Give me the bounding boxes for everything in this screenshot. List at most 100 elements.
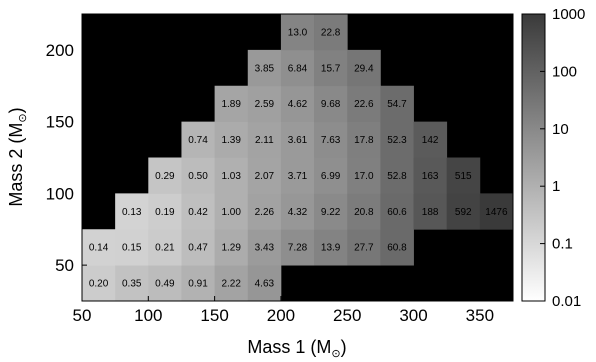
heatmap-cell bbox=[82, 265, 116, 302]
heatmap-cell bbox=[314, 49, 348, 87]
heatmap-cell-label: 142 bbox=[422, 135, 439, 146]
heatmap-cell bbox=[247, 193, 282, 230]
heatmap-cell-label: 0.15 bbox=[122, 243, 142, 254]
heatmap-cell bbox=[380, 121, 414, 158]
heatmap-cell bbox=[247, 121, 282, 158]
heatmap-cell-label: 592 bbox=[455, 207, 472, 218]
heatmap-cell-label: 27.7 bbox=[354, 243, 374, 254]
heatmap-cell-label: 1476 bbox=[485, 207, 508, 218]
heatmap-cell-label: 15.7 bbox=[321, 63, 341, 74]
heatmap-cell bbox=[148, 229, 182, 266]
colorbar-ticks: 1000 100 10 1 0.1 0.01 bbox=[540, 6, 585, 310]
heatmap-cell-label: 29.4 bbox=[354, 63, 374, 74]
heatmap-cell bbox=[347, 157, 381, 194]
colorbar-tick-label: 100 bbox=[552, 63, 577, 80]
heatmap-cell bbox=[380, 193, 414, 230]
heatmap-cell bbox=[314, 229, 348, 266]
heatmap-cell-label: 163 bbox=[422, 171, 439, 182]
heatmap-cell-label: 52.3 bbox=[387, 135, 407, 146]
heatmap-cell-label: 0.50 bbox=[188, 171, 208, 182]
heatmap-cell bbox=[115, 229, 149, 266]
heatmap-cell-label: 52.8 bbox=[387, 171, 407, 182]
heatmap-cell-label: 0.21 bbox=[155, 243, 175, 254]
heatmap-cell bbox=[413, 193, 448, 230]
heatmap-cell bbox=[347, 121, 381, 158]
heatmap-cell bbox=[214, 121, 249, 158]
heatmap-cell bbox=[280, 14, 315, 51]
heatmap-cell-label: 1.00 bbox=[221, 207, 241, 218]
heatmap-cell bbox=[380, 157, 414, 194]
heatmap-cell-label: 2.07 bbox=[255, 171, 275, 182]
heatmap-cell bbox=[148, 157, 182, 194]
heatmap-cell bbox=[314, 14, 348, 51]
heatmap-cell bbox=[446, 157, 481, 194]
heatmap-cell bbox=[347, 193, 381, 230]
heatmap-cell-label: 2.26 bbox=[255, 207, 275, 218]
heatmap-cell bbox=[347, 85, 381, 123]
heatmap-cell bbox=[148, 193, 182, 230]
heatmap-cell-label: 1.29 bbox=[221, 243, 241, 254]
y-tick-label: 200 bbox=[46, 41, 74, 60]
x-tick-label: 300 bbox=[399, 306, 427, 325]
heatmap-cell-label: 0.13 bbox=[122, 207, 142, 218]
heatmap-cell-labels: 0.20 0.35 0.49 0.91 2.22 4.63 0.14 0.15 0.21 0.47… bbox=[89, 27, 508, 289]
y-axis-ticks: 50 100 150 200 bbox=[46, 41, 87, 275]
colorbar-tick-label: 0.1 bbox=[552, 236, 573, 253]
heatmap-cell-label: 4.63 bbox=[255, 279, 275, 290]
heatmap-cell-label: 13.0 bbox=[288, 27, 308, 38]
heatmap-cell bbox=[214, 157, 249, 194]
heatmap-cell bbox=[181, 229, 216, 266]
heatmap-cell bbox=[314, 157, 348, 194]
y-axis-label: Mass 2 (M⊙) bbox=[6, 107, 29, 206]
heatmap-cell-label: 17.8 bbox=[354, 135, 374, 146]
heatmap-cell bbox=[148, 265, 182, 302]
heatmap-cell-label: 3.71 bbox=[288, 171, 308, 182]
heatmap-cell-label: 13.9 bbox=[321, 243, 341, 254]
heatmap-cell-label: 0.47 bbox=[188, 243, 208, 254]
heatmap-cell-label: 0.35 bbox=[122, 279, 142, 290]
heatmap-cell-label: 2.22 bbox=[221, 279, 241, 290]
heatmap-cell bbox=[280, 49, 315, 87]
heatmap-cell-label: 1.89 bbox=[221, 99, 241, 110]
heatmap-cell bbox=[115, 265, 149, 302]
heatmap-cell bbox=[181, 157, 216, 194]
heatmap-cell-label: 3.61 bbox=[288, 135, 308, 146]
heatmap-cell bbox=[347, 49, 381, 87]
heatmap-cell-label: 0.19 bbox=[155, 207, 175, 218]
x-tick-label: 200 bbox=[267, 306, 295, 325]
heatmap-cell-label: 0.49 bbox=[155, 279, 175, 290]
heatmap-cell bbox=[314, 121, 348, 158]
heatmap-cell bbox=[280, 193, 315, 230]
colorbar-tick-label: 1000 bbox=[552, 6, 585, 23]
x-axis-label: Mass 1 (M⊙) bbox=[247, 337, 346, 360]
heatmap-cell bbox=[181, 265, 216, 302]
heatmap-cell-label: 22.6 bbox=[354, 99, 374, 110]
heatmap-cell bbox=[314, 85, 348, 123]
heatmap-cell bbox=[314, 193, 348, 230]
plot-frame bbox=[81, 13, 514, 302]
heatmap-cell-label: 3.85 bbox=[255, 63, 275, 74]
heatmap-cell bbox=[214, 193, 249, 230]
heatmap-cell bbox=[181, 121, 216, 158]
y-tick-label: 50 bbox=[55, 256, 74, 275]
heatmap-cell-label: 20.8 bbox=[354, 207, 374, 218]
heatmap-cell-label: 0.14 bbox=[89, 243, 109, 254]
heatmap-cell-label: 0.91 bbox=[188, 279, 208, 290]
heatmap-cell-label: 60.6 bbox=[387, 207, 407, 218]
heatmap-cell bbox=[280, 121, 315, 158]
colorbar bbox=[521, 13, 546, 302]
heatmap-cell bbox=[280, 85, 315, 123]
heatmap-cell bbox=[247, 85, 282, 123]
heatmap-cell bbox=[115, 193, 149, 230]
heatmap-cell bbox=[380, 229, 414, 266]
heatmap-cell bbox=[446, 193, 481, 230]
heatmap-cell bbox=[214, 229, 249, 266]
heatmap-cell bbox=[214, 85, 249, 123]
heatmap-cell-label: 9.22 bbox=[321, 207, 341, 218]
heatmap-cell bbox=[413, 121, 448, 158]
heatmap-cell-label: 54.7 bbox=[387, 99, 407, 110]
heatmap-cell-label: 7.63 bbox=[321, 135, 341, 146]
heatmap-cell bbox=[82, 229, 116, 266]
heatmap-cell bbox=[479, 193, 514, 230]
heatmap-cell-label: 0.20 bbox=[89, 279, 109, 290]
